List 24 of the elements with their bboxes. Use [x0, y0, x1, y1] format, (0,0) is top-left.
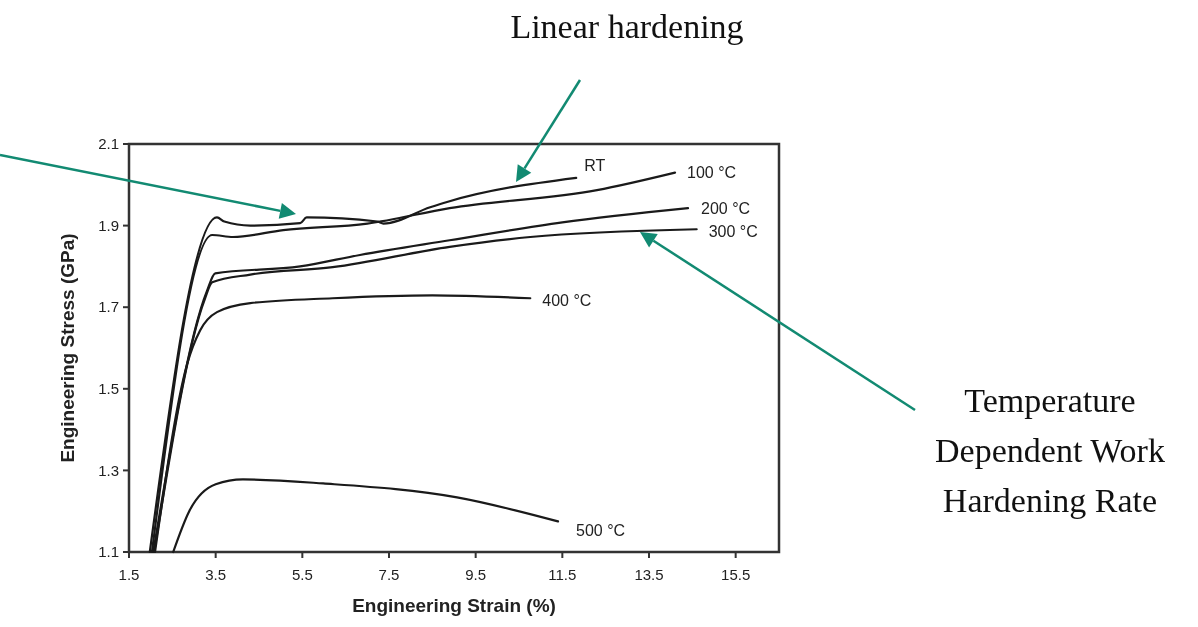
x-tick-label: 11.5 — [548, 566, 577, 583]
text: Temperature Dependent Work Hardening Rate — [935, 382, 1165, 519]
x-tick-label: 5.5 — [291, 566, 313, 583]
y-tick-label: 1.1 — [98, 543, 119, 561]
x-tick-label: 13.5 — [634, 566, 664, 583]
y-axis-title: Engineering Stress (GPa) — [57, 233, 78, 463]
x-tick-label: 15.5 — [721, 566, 751, 583]
series-label: 400 °C — [542, 291, 592, 309]
y-tick-label: 1.3 — [98, 461, 119, 479]
y-tick-label: 2.1 — [98, 135, 119, 153]
series-label: 200 °C — [701, 199, 751, 217]
x-tick-label: 7.5 — [378, 566, 400, 583]
series-label: RT — [584, 157, 606, 175]
x-tick-label: 9.5 — [465, 566, 487, 583]
x-tick-label: 3.5 — [205, 566, 227, 583]
y-tick-label: 1.5 — [98, 380, 119, 398]
x-tick-label: 1.5 — [118, 566, 140, 583]
x-axis-title: Engineering Strain (%) — [352, 595, 556, 616]
text: Linear hardening — [510, 8, 744, 45]
y-tick-label: 1.7 — [98, 298, 119, 316]
series-label: 300 °C — [708, 222, 758, 240]
series-label: 100 °C — [687, 164, 737, 182]
series-label: 500 °C — [576, 522, 626, 539]
y-tick-label: 1.9 — [98, 216, 119, 234]
